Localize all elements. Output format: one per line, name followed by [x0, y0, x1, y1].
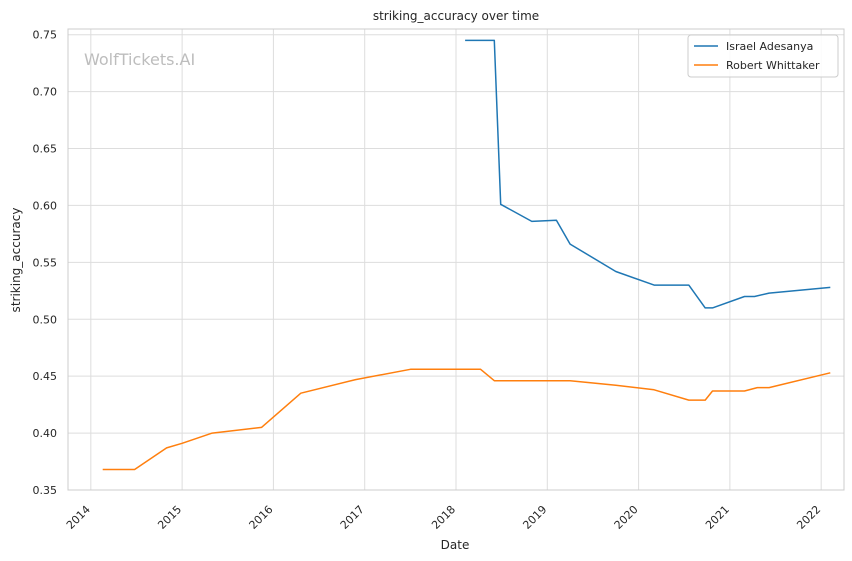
y-tick-label: 0.70: [33, 86, 58, 99]
y-tick-labels: 0.35 0.40 0.45 0.50 0.55 0.60 0.65 0.70 0.75: [33, 29, 58, 497]
y-tick-label: 0.50: [33, 313, 58, 326]
y-tick-label: 0.45: [33, 370, 58, 383]
y-tick-label: 0.65: [33, 143, 58, 156]
y-axis-label: striking_accuracy: [9, 208, 23, 313]
y-tick-label: 0.40: [33, 427, 58, 440]
y-tick-label: 0.60: [33, 199, 58, 212]
x-axis-label: Date: [441, 538, 470, 552]
legend: Israel Adesanya Robert Whittaker: [687, 34, 839, 78]
series-line-robert-whittaker: [102, 368, 831, 471]
y-tick-label: 0.55: [33, 256, 58, 269]
watermark: WolfTickets.AI: [84, 50, 195, 69]
series-lines: [102, 39, 831, 471]
y-tick-label: 0.75: [33, 29, 58, 42]
chart-title: striking_accuracy over time: [373, 9, 539, 23]
legend-box: [687, 34, 839, 78]
series-line-israel-adesanya: [465, 39, 831, 309]
plot-frame: [67, 28, 845, 491]
legend-label: Robert Whittaker: [726, 59, 820, 72]
grid: [68, 29, 844, 491]
legend-label: Israel Adesanya: [726, 40, 813, 53]
y-tick-label: 0.35: [33, 484, 58, 497]
